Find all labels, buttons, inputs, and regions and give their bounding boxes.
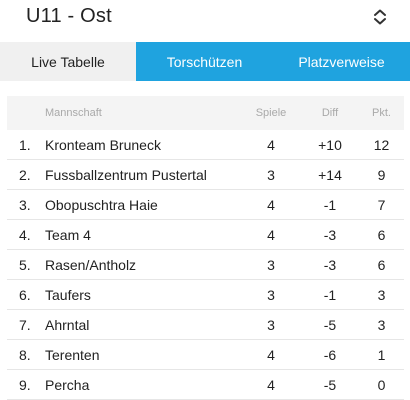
row-rank: 1. bbox=[19, 136, 31, 153]
row-team: Taufers bbox=[45, 286, 91, 303]
table-header-row: Mannschaft Spiele Diff Pkt. bbox=[7, 96, 404, 130]
row-games: 4 bbox=[267, 346, 275, 363]
row-team: Kronteam Bruneck bbox=[45, 136, 161, 153]
row-points: 6 bbox=[377, 256, 386, 273]
chevron-up-down-icon[interactable] bbox=[372, 8, 388, 26]
row-team: Obopuschtra Haie bbox=[45, 196, 158, 213]
table-row[interactable]: 5. Rasen/Antholz 3 -3 6 bbox=[7, 250, 404, 280]
row-team: Percha bbox=[45, 376, 90, 393]
row-points: 9 bbox=[377, 166, 386, 183]
app-header: U11 - Ost bbox=[0, 0, 410, 38]
row-points: 12 bbox=[373, 136, 390, 153]
table-row[interactable]: 9. Percha 4 -5 0 bbox=[7, 370, 404, 400]
league-title: U11 - Ost bbox=[26, 5, 112, 27]
row-team: Terenten bbox=[45, 346, 100, 363]
row-team: Team 4 bbox=[45, 226, 91, 243]
row-diff: -6 bbox=[323, 346, 337, 363]
row-games: 3 bbox=[267, 256, 275, 273]
row-points: 3 bbox=[377, 316, 386, 333]
header-diff: Diff bbox=[321, 107, 339, 119]
row-rank: 9. bbox=[19, 376, 31, 393]
row-games: 4 bbox=[267, 226, 275, 243]
row-diff: -1 bbox=[323, 196, 337, 213]
row-team: Fussballzentrum Pustertal bbox=[45, 166, 207, 183]
row-diff: -3 bbox=[323, 256, 337, 273]
row-games: 4 bbox=[267, 196, 275, 213]
standings-table: Mannschaft Spiele Diff Pkt. 1. Kronteam … bbox=[7, 96, 404, 400]
header-games: Spiele bbox=[255, 107, 287, 119]
row-games: 4 bbox=[267, 376, 275, 393]
row-games: 3 bbox=[267, 286, 275, 303]
row-rank: 2. bbox=[19, 166, 31, 183]
row-diff: +10 bbox=[318, 136, 342, 153]
table-row[interactable]: 8. Terenten 4 -6 1 bbox=[7, 340, 404, 370]
row-diff: -1 bbox=[323, 286, 337, 303]
header-team: Mannschaft bbox=[45, 107, 102, 119]
row-points: 0 bbox=[377, 376, 386, 393]
tab-live-tabelle[interactable]: Live Tabelle bbox=[0, 42, 136, 81]
table-row[interactable]: 1. Kronteam Bruneck 4 +10 12 bbox=[7, 130, 404, 160]
header-points: Pkt. bbox=[372, 107, 391, 119]
row-points: 7 bbox=[377, 196, 386, 213]
row-games: 4 bbox=[267, 136, 275, 153]
row-rank: 6. bbox=[19, 286, 31, 303]
tab-platzverweise[interactable]: Platzverweise bbox=[273, 42, 410, 81]
table-row[interactable]: 6. Taufers 3 -1 3 bbox=[7, 280, 404, 310]
row-rank: 3. bbox=[19, 196, 31, 213]
row-diff: -5 bbox=[323, 316, 337, 333]
row-diff: +14 bbox=[318, 166, 342, 183]
row-points: 6 bbox=[377, 226, 386, 243]
table-row[interactable]: 7. Ahrntal 3 -5 3 bbox=[7, 310, 404, 340]
row-diff: -3 bbox=[323, 226, 337, 243]
row-games: 3 bbox=[267, 316, 275, 333]
row-team: Rasen/Antholz bbox=[45, 256, 137, 273]
row-points: 1 bbox=[377, 346, 386, 363]
tab-bar: Live Tabelle Torschützen Platzverweise bbox=[0, 42, 410, 81]
table-row[interactable]: 2. Fussballzentrum Pustertal 3 +14 9 bbox=[7, 160, 404, 190]
row-rank: 4. bbox=[19, 226, 31, 243]
table-row[interactable]: 4. Team 4 4 -3 6 bbox=[7, 220, 404, 250]
tab-torschuetzen[interactable]: Torschützen bbox=[136, 42, 273, 81]
row-diff: -5 bbox=[323, 376, 337, 393]
row-games: 3 bbox=[267, 166, 275, 183]
row-rank: 7. bbox=[19, 316, 31, 333]
row-points: 3 bbox=[377, 286, 386, 303]
row-rank: 8. bbox=[19, 346, 31, 363]
table-row[interactable]: 3. Obopuschtra Haie 4 -1 7 bbox=[7, 190, 404, 220]
row-team: Ahrntal bbox=[45, 316, 90, 333]
row-rank: 5. bbox=[19, 256, 31, 273]
